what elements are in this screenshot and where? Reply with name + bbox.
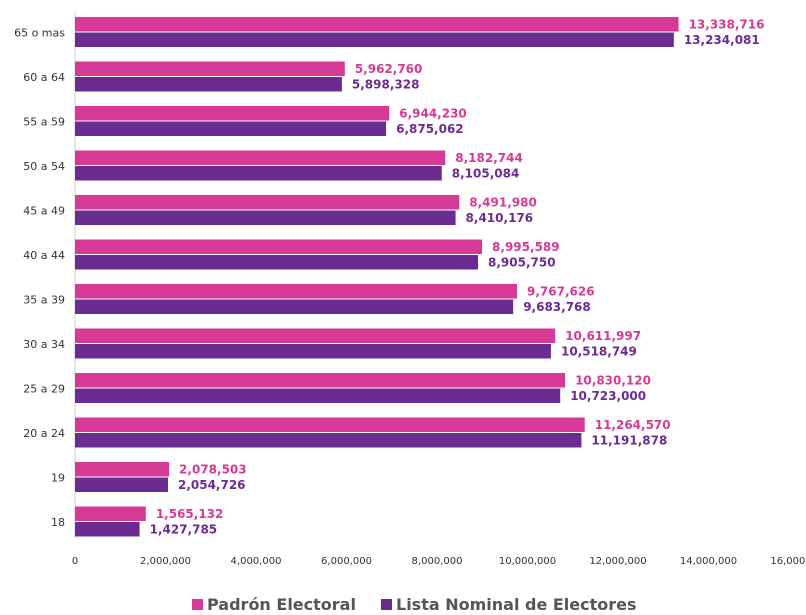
x-tick-label: 14,000,000 — [680, 556, 737, 567]
bar-padron-electoral — [75, 373, 566, 388]
bar-lista-nominal — [75, 477, 168, 492]
bar-lista-nominal — [75, 121, 387, 136]
x-tick-label: 8,000,000 — [412, 556, 463, 567]
bar-padron-electoral — [75, 17, 679, 32]
category-label: 18 — [51, 516, 65, 529]
legend-swatch-lista — [381, 599, 392, 610]
category-label: 20 a 24 — [23, 427, 65, 440]
data-label-padron-electoral: 8,491,980 — [469, 196, 537, 210]
x-tick-label: 4,000,000 — [231, 556, 282, 567]
data-label-lista-nominal: 10,723,000 — [570, 389, 646, 403]
data-label-padron-electoral: 9,767,626 — [527, 285, 595, 299]
bar-padron-electoral — [75, 284, 517, 299]
bar-padron-electoral — [75, 462, 170, 477]
data-label-lista-nominal: 9,683,768 — [523, 300, 591, 314]
data-label-padron-electoral: 8,182,744 — [455, 151, 523, 165]
bar-lista-nominal — [75, 299, 514, 314]
data-label-lista-nominal: 2,054,726 — [178, 478, 246, 492]
data-label-padron-electoral: 1,565,132 — [156, 507, 224, 521]
bar-padron-electoral — [75, 506, 146, 521]
data-label-lista-nominal: 11,191,878 — [591, 434, 667, 448]
x-tick-label: 2,000,000 — [140, 556, 191, 567]
legend-label-padron: Padrón Electoral — [207, 595, 356, 614]
data-label-padron-electoral: 5,962,760 — [355, 62, 423, 76]
category-label: 40 a 44 — [23, 249, 65, 262]
bar-lista-nominal — [75, 77, 342, 92]
data-label-lista-nominal: 8,105,084 — [452, 167, 520, 181]
category-label: 50 a 54 — [23, 160, 65, 173]
legend-swatch-padron — [192, 599, 203, 610]
data-label-padron-electoral: 10,611,997 — [565, 329, 641, 343]
axis-layer: 65 o mas 60 a 64 55 a 59 50 a 54 45 a 49 40 a… — [14, 12, 806, 567]
bar-padron-electoral — [75, 150, 446, 165]
data-label-padron-electoral: 8,995,589 — [492, 240, 560, 254]
data-label-lista-nominal: 8,410,176 — [466, 211, 534, 225]
x-tick-label: 10,000,000 — [499, 556, 556, 567]
bar-lista-nominal — [75, 433, 582, 448]
category-label: 19 — [51, 472, 65, 485]
category-label: 25 a 29 — [23, 383, 65, 396]
category-label: 30 a 34 — [23, 338, 65, 351]
bar-lista-nominal — [75, 388, 561, 403]
bar-padron-electoral — [75, 328, 556, 343]
data-label-padron-electoral: 10,830,120 — [575, 374, 651, 388]
data-label-padron-electoral: 6,944,230 — [399, 107, 467, 121]
data-label-lista-nominal: 1,427,785 — [150, 523, 218, 537]
category-label: 55 a 59 — [23, 116, 65, 129]
data-label-lista-nominal: 8,905,750 — [488, 256, 556, 270]
bar-lista-nominal — [75, 210, 456, 225]
data-label-lista-nominal: 6,875,062 — [396, 122, 464, 136]
bar-lista-nominal — [75, 522, 140, 537]
bar-lista-nominal — [75, 32, 674, 47]
x-tick-label: 6,000,000 — [321, 556, 372, 567]
data-label-lista-nominal: 10,518,749 — [561, 345, 637, 359]
category-label: 35 a 39 — [23, 294, 65, 307]
category-label: 65 o mas — [14, 27, 65, 40]
x-tick-label: 12,000,000 — [589, 556, 646, 567]
category-label: 45 a 49 — [23, 205, 65, 218]
bar-padron-electoral — [75, 61, 345, 76]
legend: Padrón Electoral Lista Nominal de Electo… — [192, 595, 637, 614]
bar-padron-electoral — [75, 417, 585, 432]
bar-padron-electoral — [75, 195, 460, 210]
bar-padron-electoral — [75, 106, 390, 121]
bar-padron-electoral — [75, 239, 483, 254]
data-label-padron-electoral: 2,078,503 — [179, 463, 247, 477]
data-label-padron-electoral: 13,338,716 — [689, 18, 765, 32]
x-tick-label: 16,000,000 — [770, 556, 806, 567]
x-tick-label: 0 — [72, 556, 78, 567]
legend-label-lista: Lista Nominal de Electores — [396, 595, 637, 614]
category-label: 60 a 64 — [23, 71, 65, 84]
bar-lista-nominal — [75, 255, 478, 270]
data-label-lista-nominal: 5,898,328 — [352, 78, 420, 92]
bar-lista-nominal — [75, 166, 442, 181]
data-label-lista-nominal: 13,234,081 — [684, 33, 760, 47]
data-label-padron-electoral: 11,264,570 — [595, 418, 671, 432]
bar-lista-nominal — [75, 344, 551, 359]
